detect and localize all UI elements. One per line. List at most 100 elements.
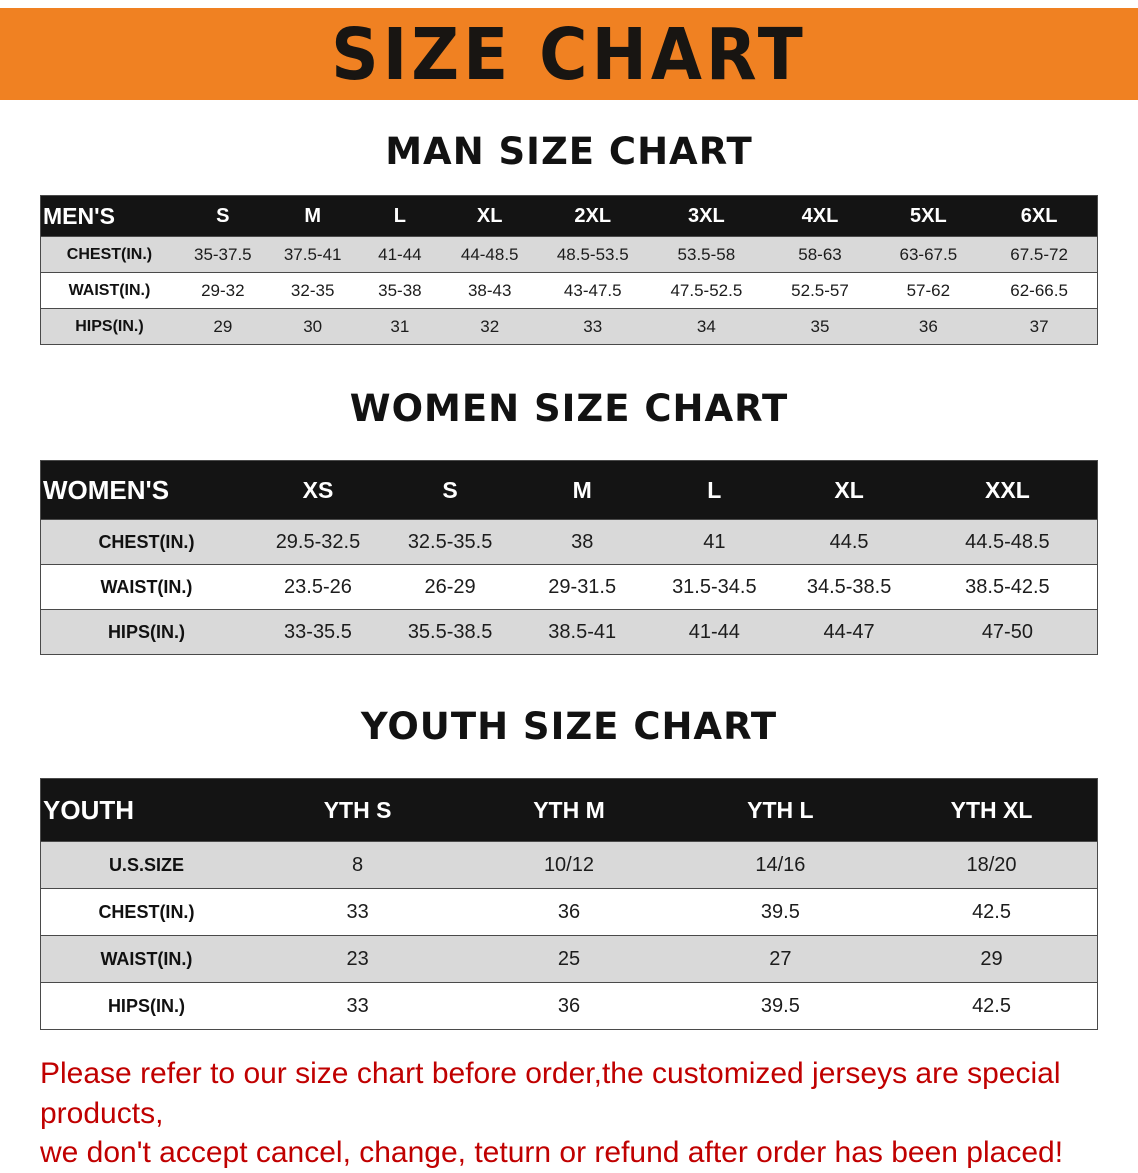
size-value: 30 [303,316,323,336]
youth-header-size: YTH M [533,796,605,823]
footer-note-line2: we don't accept cancel, change, teturn o… [40,1136,1064,1170]
men-header-size: 6XL [1020,204,1058,227]
size-value: 38-43 [467,280,512,300]
size-value: 36 [557,994,581,1017]
size-value: 62-66.5 [1010,280,1068,300]
youth-hips-row: HIPS(IN.) 33 36 39.5 42.5 [40,982,1098,1030]
row-label: U.S.SIZE [108,854,184,875]
size-value: 23 [346,947,369,970]
youth-section-heading: YOUTH SIZE CHART [360,705,778,748]
size-value: 63-67.5 [899,244,958,264]
row-label: WAIST(IN.) [100,948,193,969]
size-value: 29 [213,316,233,336]
size-value: 35 [810,316,830,336]
size-value: 43-47.5 [563,280,622,300]
women-hips-row: HIPS(IN.) 33-35.5 35.5-38.5 38.5-41 41-4… [40,609,1098,655]
size-value: 25 [557,947,581,970]
youth-header-size: YTH S [323,796,392,823]
banner: SIZE CHART [0,8,1138,100]
size-value: 41 [703,530,726,553]
women-section-heading: WOMEN SIZE CHART [349,387,789,430]
row-label: HIPS(IN.) [75,317,144,335]
size-value: 57-62 [906,280,951,300]
size-value: 37 [1029,316,1049,336]
size-value: 35-37.5 [193,244,252,264]
men-section-heading: MAN SIZE CHART [385,130,753,173]
women-waist-row: WAIST(IN.) 23.5-26 26-29 29-31.5 31.5-34… [40,564,1098,610]
youth-header-size: YTH XL [950,796,1033,823]
size-value: 31.5-34.5 [672,575,757,598]
size-value: 37.5-41 [283,244,342,264]
row-label: CHEST(IN.) [66,245,153,263]
size-value: 33 [583,316,603,336]
youth-waist-row: WAIST(IN.) 23 25 27 29 [40,935,1098,983]
size-value: 53.5-58 [677,244,736,264]
women-header-size: XL [834,476,864,503]
size-value: 34 [696,316,716,336]
row-label: CHEST(IN.) [98,531,195,552]
size-value: 31 [390,316,410,336]
men-header-size: XL [476,204,503,227]
size-value: 32 [480,316,500,336]
men-waist-row: WAIST(IN.) 29-32 32-35 35-38 38-43 43-47… [40,272,1098,309]
row-label: WAIST(IN.) [100,576,193,597]
size-value: 44.5 [829,530,869,553]
size-value: 33 [346,900,369,923]
youth-size-table: YOUTH YTH S YTH M YTH L YTH XL U.S.SIZE … [40,778,1098,1030]
men-chest-row: CHEST(IN.) 35-37.5 37.5-41 41-44 44-48.5… [40,236,1098,273]
size-value: 8 [352,853,364,876]
size-value: 44-48.5 [460,244,519,264]
size-value: 26-29 [424,575,476,598]
size-value: 39.5 [760,900,800,923]
youth-header-corner: YOUTH [43,794,134,825]
size-value: 47-50 [981,620,1033,643]
size-value: 42.5 [972,994,1011,1017]
size-value: 36 [918,316,938,336]
size-value: 67.5-72 [1010,244,1068,264]
size-value: 35-38 [378,280,422,300]
women-size-table: WOMEN'S XS S M L XL XXL CHEST(IN.) 29.5-… [40,460,1098,655]
men-header-corner: MEN'S [43,202,115,229]
size-value: 38.5-42.5 [965,575,1050,598]
size-value: 47.5-52.5 [670,280,743,300]
size-value: 38 [571,530,594,553]
size-value: 27 [769,947,792,970]
men-header-size: M [304,204,321,227]
footer-note: Please refer to our size chart before or… [40,1054,1138,1173]
women-header-size: S [442,476,458,503]
size-value: 18/20 [966,853,1017,876]
size-value: 34.5-38.5 [806,575,892,598]
size-value: 44-47 [823,620,875,643]
size-value: 14/16 [755,853,806,876]
women-header-size: XS [302,476,334,503]
women-header-size: XXL [985,476,1030,503]
men-header-size: 3XL [688,204,725,227]
size-value: 32-35 [290,280,335,300]
men-header-size: L [393,204,406,227]
men-header-size: 2XL [574,204,612,227]
youth-chest-row: CHEST(IN.) 33 36 39.5 42.5 [40,888,1098,936]
size-value: 44.5-48.5 [965,530,1050,553]
footer-note-line1: Please refer to our size chart before or… [40,1057,1061,1130]
size-value: 48.5-53.5 [556,244,629,264]
row-label: CHEST(IN.) [98,901,195,922]
size-value: 33-35.5 [284,620,352,643]
men-header-size: 4XL [801,204,839,227]
row-label: WAIST(IN.) [68,281,151,299]
row-label: HIPS(IN.) [107,621,185,642]
women-header-size: M [572,476,592,503]
size-value: 32.5-35.5 [407,530,493,553]
size-value: 58-63 [798,244,842,264]
men-header-size: S [216,204,230,227]
size-value: 52.5-57 [791,280,849,300]
size-value: 29 [980,947,1003,970]
size-value: 36 [557,900,581,923]
men-header-size: 5XL [910,204,947,227]
youth-header-row: YOUTH YTH S YTH M YTH L YTH XL [40,778,1098,842]
size-value: 10/12 [543,853,594,876]
size-value: 42.5 [972,900,1011,923]
men-header-row: MEN'S S M L XL 2XL 3XL 4XL 5XL 6XL [40,195,1098,237]
page-title: SIZE CHART [331,12,807,96]
size-value: 38.5-41 [548,620,617,643]
